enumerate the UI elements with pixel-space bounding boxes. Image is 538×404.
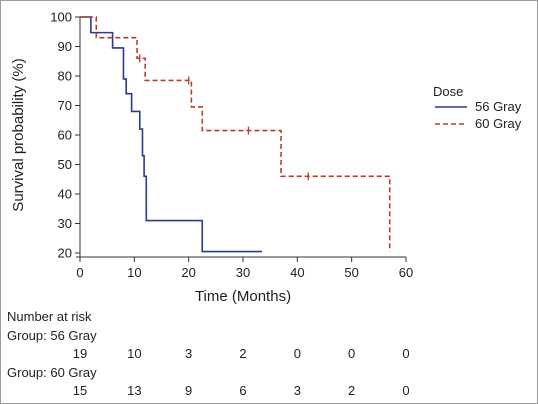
y-tick-label: 80	[58, 69, 72, 84]
legend: Dose 56 Gray 60 Gray	[433, 84, 522, 131]
y-tick-label: 100	[50, 10, 72, 25]
y-tick-label: 90	[58, 39, 72, 54]
risk-count: 0	[294, 346, 301, 361]
x-tick-label: 0	[76, 265, 83, 280]
risk-count: 3	[185, 346, 192, 361]
x-tick-label: 40	[290, 265, 304, 280]
risk-count: 13	[127, 383, 141, 398]
legend-label-1: 56 Gray	[475, 99, 522, 114]
axes: 20 30 40 50 60 70 80 90 100 0 10 20 30 40 50 60 Time (Mo…	[10, 10, 413, 306]
x-tick-label: 10	[127, 265, 141, 280]
risk-count: 3	[294, 383, 301, 398]
risk-count: 0	[402, 346, 409, 361]
x-tick-label: 60	[399, 265, 413, 280]
risk-count: 6	[239, 383, 246, 398]
y-axis-title: Survival probability (%)	[10, 58, 27, 211]
risk-group-label-2: Group: 60 Gray	[7, 365, 97, 380]
risk-count: 2	[348, 383, 355, 398]
risk-table-title: Number at risk	[7, 309, 92, 324]
legend-label-2: 60 Gray	[475, 116, 522, 131]
risk-count: 15	[73, 383, 87, 398]
risk-count: 0	[348, 346, 355, 361]
risk-group-label-1: Group: 56 Gray	[7, 328, 97, 343]
y-tick-label: 20	[58, 246, 72, 261]
x-tick-label: 30	[236, 265, 250, 280]
x-axis-title: Time (Months)	[195, 288, 291, 305]
series-layer	[80, 16, 391, 253]
risk-count: 2	[239, 346, 246, 361]
series-line-2	[80, 16, 391, 252]
legend-title: Dose	[433, 84, 463, 99]
y-tick-label: 60	[58, 128, 72, 143]
risk-count: 9	[185, 383, 192, 398]
x-tick-label: 20	[181, 265, 195, 280]
y-tick-label: 30	[58, 216, 72, 231]
risk-table: Number at risk Group: 56 Gray 19 10 3 2 0 0 0 Gro…	[7, 309, 410, 398]
x-tick-label: 50	[344, 265, 358, 280]
risk-count: 0	[402, 383, 409, 398]
series-line-1	[80, 16, 263, 253]
y-tick-label: 40	[58, 187, 72, 202]
risk-count: 10	[127, 346, 141, 361]
y-tick-label: 50	[58, 157, 72, 172]
y-tick-label: 70	[58, 98, 72, 113]
risk-count: 19	[73, 346, 87, 361]
